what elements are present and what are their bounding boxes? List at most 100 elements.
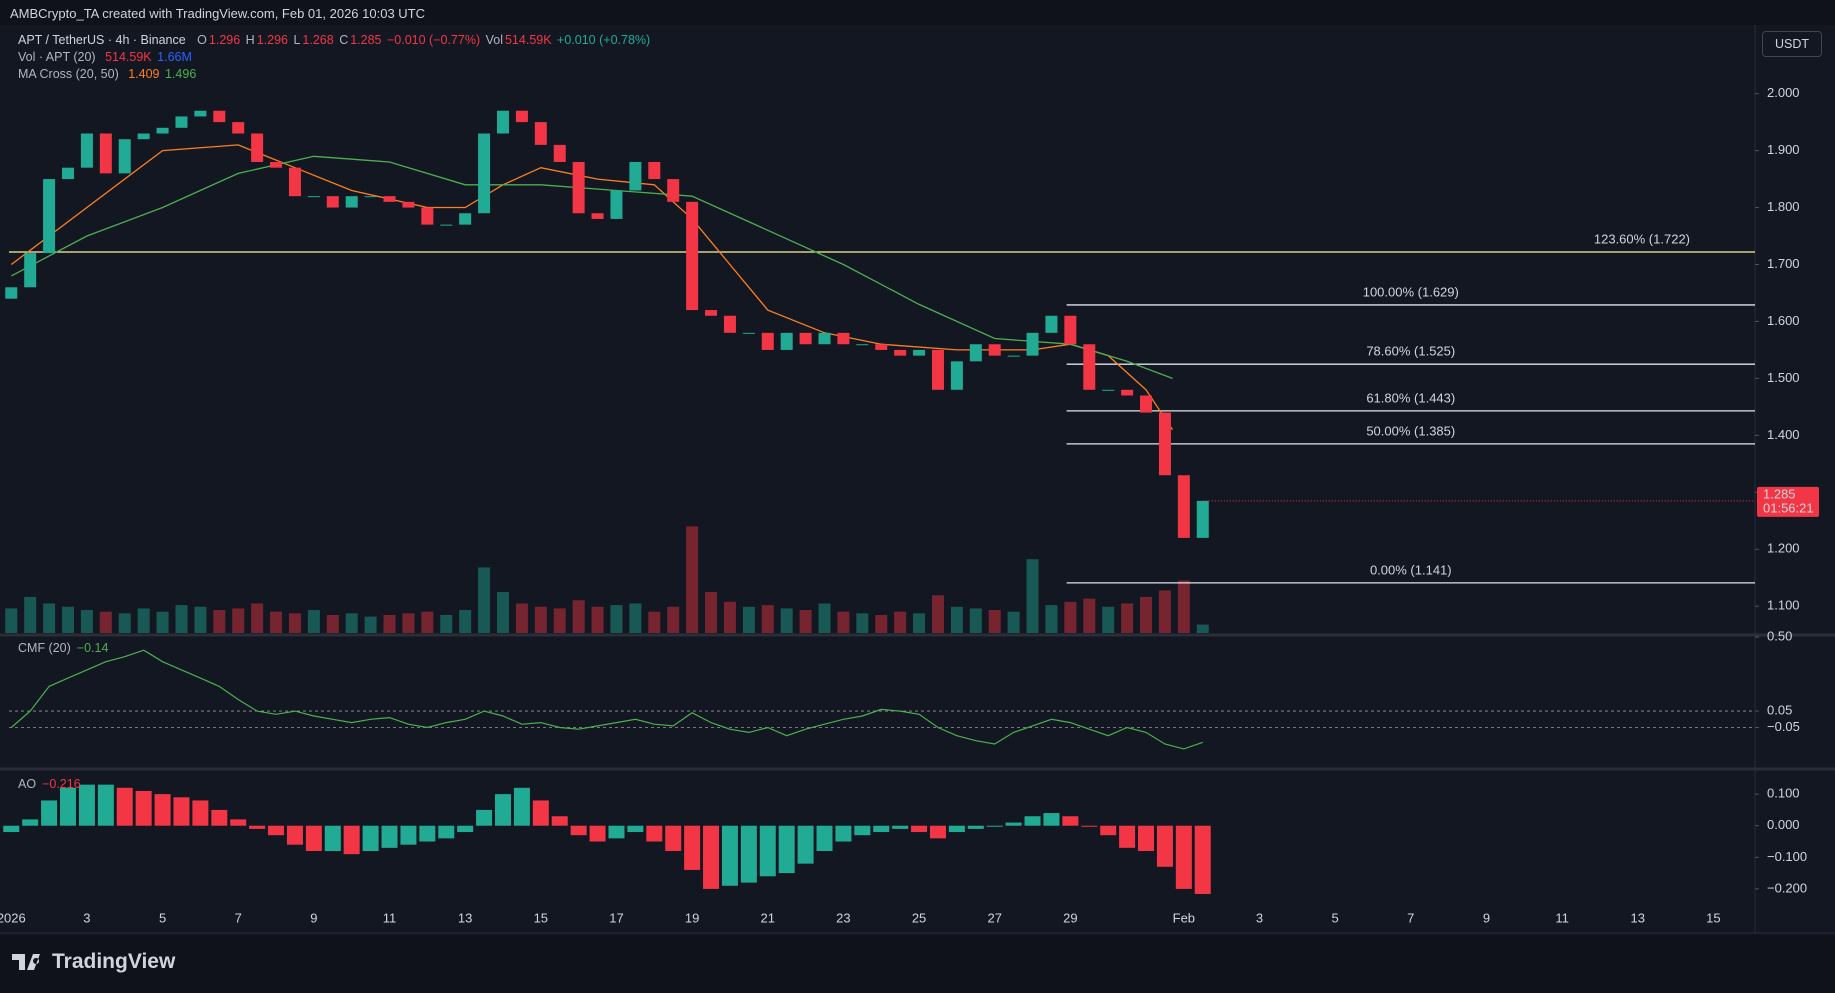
x-tick-label: 11 (383, 910, 397, 925)
volume-bar (421, 611, 434, 633)
volume-bar (5, 608, 18, 633)
volume-bar (742, 606, 755, 633)
ao-bar (1156, 825, 1173, 867)
vol-change: +0.010 (+0.78%) (557, 33, 651, 47)
volume-bar (364, 616, 377, 633)
ao-bar (1194, 825, 1211, 894)
volume-bar (402, 613, 415, 633)
indicator-value: 514.59K (105, 50, 152, 64)
y-tick-label: 1.400 (1767, 427, 1800, 442)
ohlc-label: H (245, 33, 255, 47)
ao-bar (1043, 813, 1060, 826)
x-tick-label: 9 (310, 910, 317, 925)
volume-bar (1045, 605, 1058, 633)
ohlc-value: 1.296 (256, 33, 288, 47)
ao-bar (703, 825, 720, 889)
candle-body (478, 133, 491, 214)
price-tag-value: 1.285 (1763, 486, 1796, 501)
candle-body (1196, 500, 1209, 538)
indicator-value: 1.409 (128, 67, 160, 81)
indicator-value: −0.216 (42, 777, 81, 791)
candle-body (62, 167, 75, 180)
x-tick-label: 25 (912, 910, 926, 925)
volume-bar (1158, 590, 1171, 633)
x-tick-label: 17 (609, 910, 623, 925)
x-tick-label: 3 (1256, 910, 1263, 925)
candle-body (1007, 355, 1020, 357)
cmf-line (10, 649, 1203, 750)
logo[interactable]: TradingView (12, 950, 175, 974)
vol-value: 514.59K (504, 33, 552, 47)
volume-bar (553, 608, 566, 633)
candle-body (1177, 475, 1190, 538)
y-tick-label: 1.900 (1767, 142, 1800, 157)
ohlc-label: O (197, 33, 207, 47)
indicator-name: CMF (20) (18, 641, 71, 655)
ao-bar (513, 787, 530, 826)
volume-bar (156, 611, 169, 633)
indicator-value: 1.496 (164, 67, 197, 81)
candle-body (534, 122, 547, 145)
y-tick-label: 0.50 (1767, 628, 1792, 643)
currency-button[interactable]: USDT (1762, 31, 1822, 57)
volume-bar (875, 614, 888, 633)
ao-bar (362, 825, 379, 851)
y-tick-label: −0.05 (1767, 719, 1800, 734)
volume-bar (288, 613, 301, 633)
volume-bar (648, 611, 661, 633)
ao-bar (570, 825, 587, 836)
ao-bar (438, 825, 455, 839)
volume-bar (610, 605, 623, 633)
ao-bar (816, 825, 833, 851)
volume-bar (496, 592, 509, 633)
ao-bar (249, 825, 266, 829)
ma-legend: MA Cross (20, 50) 1.409 1.496 (18, 67, 198, 81)
volume-bar (572, 600, 585, 633)
x-tick-label: 27 (987, 910, 1001, 925)
volume-bar (326, 614, 339, 633)
x-tick-label: 7 (235, 910, 242, 925)
x-tick-label: 21 (761, 910, 775, 925)
candle-body (1158, 412, 1171, 476)
candle-body (931, 349, 944, 390)
y-tick-label: 1.500 (1767, 370, 1800, 385)
volume-bar (99, 611, 112, 633)
ohlc-value: 1.268 (302, 33, 334, 47)
candle-body (24, 253, 37, 288)
volume-bar (24, 596, 37, 633)
x-tick-label: 29 (1063, 910, 1077, 925)
candle-body (137, 133, 150, 140)
x-tick-label: 15 (1706, 910, 1720, 925)
y-tick-label: 0.000 (1767, 817, 1800, 832)
ao-bar (873, 825, 890, 833)
ao-bar (211, 809, 228, 826)
moving-average (10, 144, 1174, 431)
volume-bar (1177, 580, 1190, 633)
candle-body (5, 287, 18, 299)
ao-bar (97, 784, 114, 826)
ao-bar (759, 825, 776, 877)
candle-body (818, 332, 831, 345)
x-tick-label: 11 (1555, 910, 1569, 925)
candle-body (1026, 332, 1039, 356)
candle-body (175, 116, 188, 128)
ao-bar (1119, 825, 1136, 848)
volume-bar (459, 610, 472, 633)
symbol-legend: APT / TetherUS · 4h · Binance O 1.296 H 1.… (18, 33, 652, 47)
volume-bar (478, 567, 491, 633)
volume-bar (667, 606, 680, 633)
ao-bar (1024, 816, 1041, 826)
ao-bar (967, 825, 984, 829)
candle-body (1140, 395, 1153, 413)
candle-body (402, 201, 415, 208)
volume-bar (232, 608, 245, 633)
ao-bar (116, 787, 133, 826)
candle-body (950, 361, 963, 390)
ao-bar (78, 784, 95, 826)
candle-body (894, 349, 907, 356)
ao-bar (532, 800, 549, 826)
ao-bar (1062, 816, 1079, 826)
volume-bar (270, 611, 283, 633)
ao-bar (854, 825, 871, 836)
